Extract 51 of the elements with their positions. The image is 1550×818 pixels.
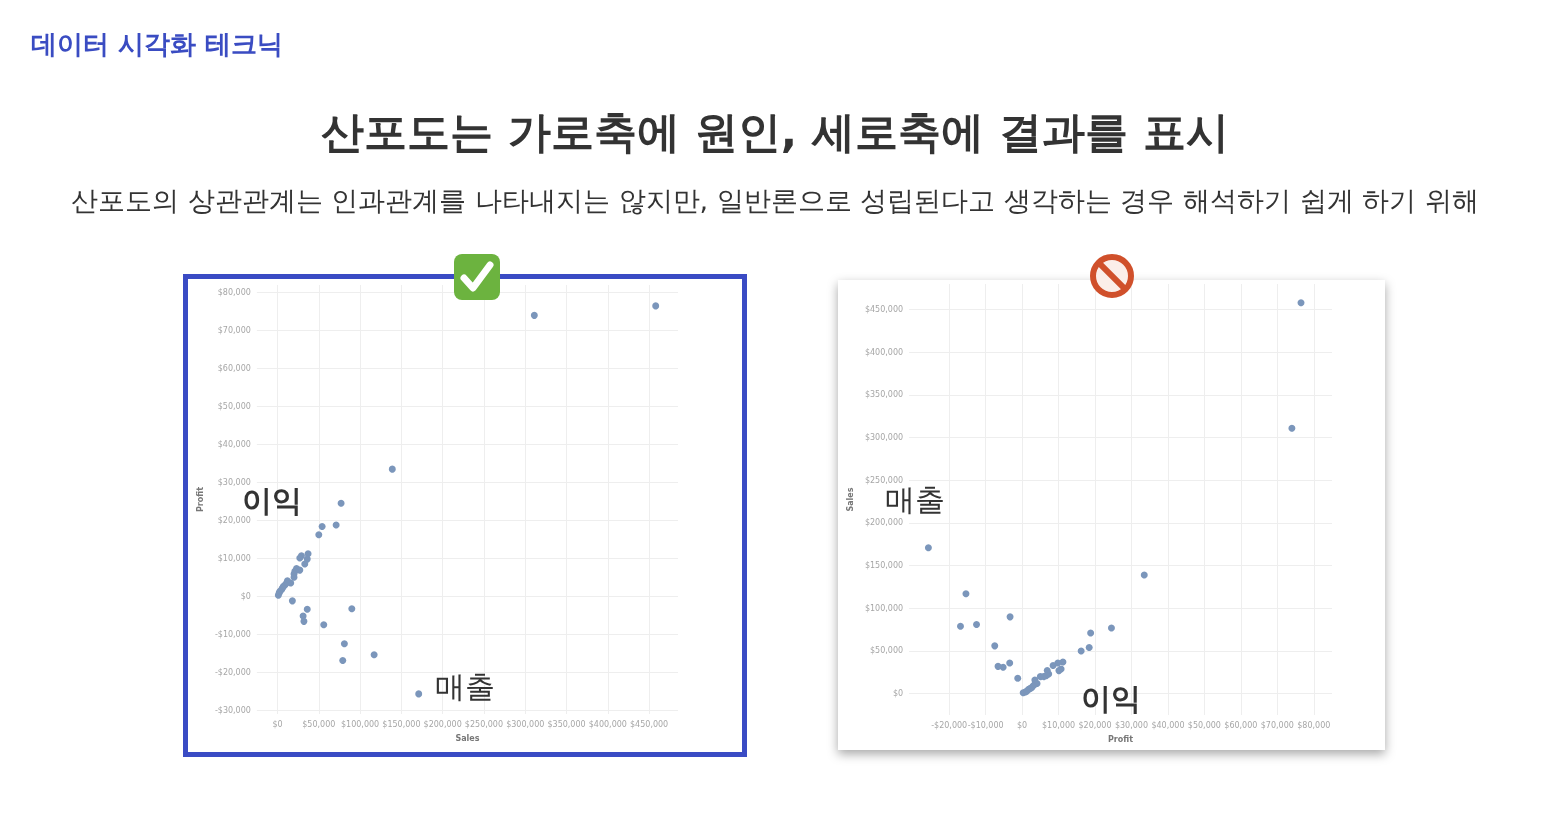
x-tick-label: $0 bbox=[1017, 720, 1028, 730]
x-tick-label: $10,000 bbox=[1042, 720, 1076, 730]
x-tick-label: $50,000 bbox=[1187, 720, 1221, 730]
y-axis-title: Profit bbox=[195, 486, 205, 513]
y-axis-title: Sales bbox=[845, 487, 855, 512]
x-tick-label: $70,000 bbox=[1260, 720, 1294, 730]
x-tick-label: -$20,000 bbox=[931, 720, 968, 730]
y-tick-label: $70,000 bbox=[217, 326, 251, 336]
x-axis-title: Profit bbox=[1108, 734, 1134, 744]
x-tick-label: $200,000 bbox=[423, 719, 462, 729]
y-tick-label: $30,000 bbox=[217, 477, 251, 487]
x-axis-title: Sales bbox=[455, 733, 480, 743]
y-tick-label: $40,000 bbox=[217, 439, 251, 449]
annotation: 이익 bbox=[1081, 680, 1141, 716]
x-tick-label: $300,000 bbox=[506, 719, 545, 729]
x-tick-label: $350,000 bbox=[547, 719, 586, 729]
y-tick-label: $10,000 bbox=[217, 553, 251, 563]
x-tick-label: $80,000 bbox=[1297, 720, 1331, 730]
x-tick-label: $50,000 bbox=[302, 719, 336, 729]
y-tick-label: $20,000 bbox=[217, 515, 251, 525]
y-tick-label: $80,000 bbox=[217, 288, 251, 298]
x-tick-label: -$10,000 bbox=[967, 720, 1004, 730]
text: 산포도의 상관관계는 인과관계를 나타내지는 않지만, 일반론으로 성립된다고 생각하는 경우 해석하기 쉽게 하기 위해 bbox=[70, 184, 1480, 218]
x-tick-label: $150,000 bbox=[382, 719, 421, 729]
y-tick-label: $50,000 bbox=[869, 646, 904, 656]
y-tick-label: $0 bbox=[892, 689, 904, 699]
x-tick-label: $30,000 bbox=[1114, 720, 1149, 730]
annotation: 매출 bbox=[435, 668, 495, 704]
x-tick-label: $20,000 bbox=[1078, 720, 1112, 730]
x-tick-label: $450,000 bbox=[630, 719, 669, 729]
y-tick-label: $450,000 bbox=[864, 305, 904, 315]
x-tick-label: $60,000 bbox=[1224, 720, 1258, 730]
text: 산포도는 가로축에 원인, 세로축에 결과를 표시 bbox=[319, 106, 1231, 159]
x-tick-label: $40,000 bbox=[1151, 720, 1185, 730]
y-tick-label: -$30,000 bbox=[214, 705, 251, 715]
y-tick-label: -$10,000 bbox=[214, 629, 251, 639]
x-tick-label: $250,000 bbox=[464, 719, 504, 729]
y-tick-label: $150,000 bbox=[864, 561, 904, 571]
y-tick-label: $350,000 bbox=[864, 390, 904, 400]
y-tick-label: $100,000 bbox=[864, 603, 904, 613]
y-tick-label: $300,000 bbox=[864, 433, 904, 443]
y-tick-label: -$20,000 bbox=[214, 667, 251, 677]
x-tick-label: $0 bbox=[272, 719, 283, 729]
y-tick-label: $0 bbox=[240, 591, 251, 601]
x-tick-label: $400,000 bbox=[588, 719, 627, 729]
text: 데이터 시각화 테크닉 bbox=[31, 28, 284, 61]
y-tick-label: $60,000 bbox=[217, 364, 251, 374]
y-tick-label: $400,000 bbox=[864, 347, 904, 357]
x-tick-label: $100,000 bbox=[341, 719, 380, 729]
y-tick-label: $200,000 bbox=[864, 518, 904, 528]
y-tick-label: $50,000 bbox=[217, 401, 251, 411]
